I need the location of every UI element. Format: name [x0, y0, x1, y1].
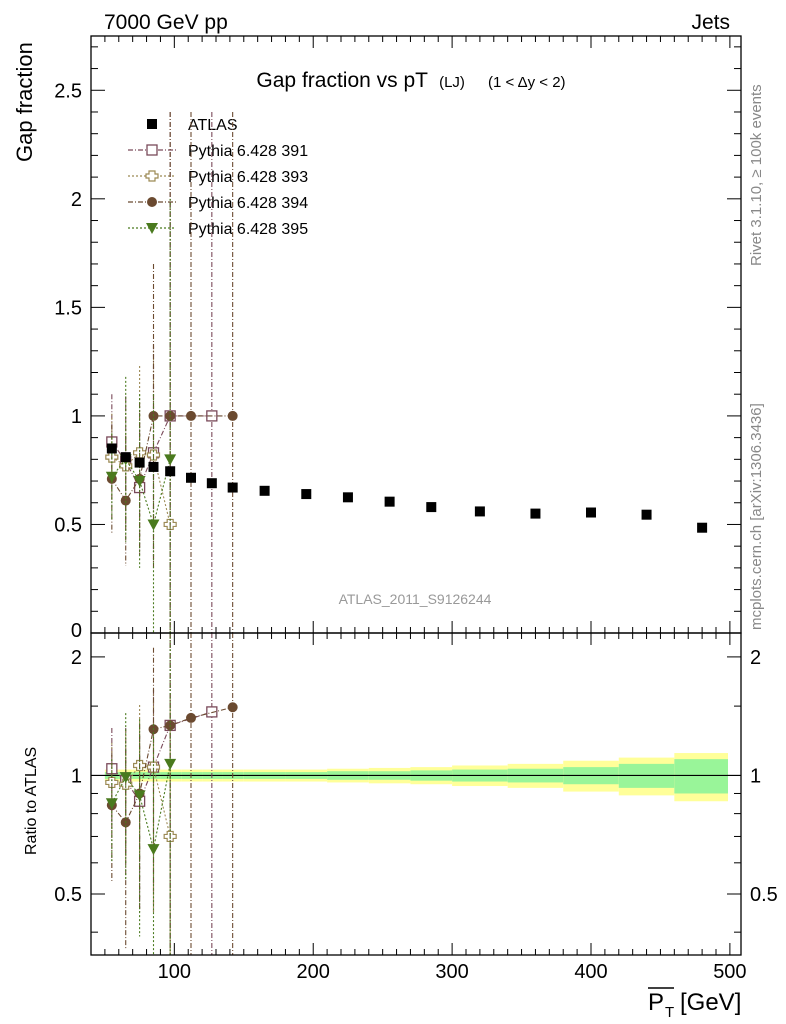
ratio-data-point — [133, 790, 146, 802]
ratio-series-2 — [106, 633, 238, 955]
main-plot-area — [105, 111, 708, 633]
atlas-data-point — [384, 496, 395, 507]
atlas-data-point — [165, 466, 176, 477]
ratio-data-point — [206, 706, 218, 718]
legend-entry-atlas: ATLAS — [147, 117, 238, 134]
mcplots-label: mcplots.cern.ch [arXiv:1306.3436] — [748, 403, 765, 630]
ratio-y-tick-label-right: 1 — [750, 765, 761, 787]
legend-label-395: Pythia 6.428 395 — [188, 221, 308, 238]
main-y-tick-label-zero: 0 — [71, 620, 82, 642]
atlas-data-point — [641, 509, 652, 520]
x-tick-label: 400 — [574, 961, 607, 983]
atlas-data-point — [474, 506, 485, 517]
ratio-data-point — [186, 712, 196, 723]
atlas-data-point — [301, 489, 312, 500]
ratio-plot-frame — [90, 632, 742, 956]
atlas-data-point — [259, 485, 270, 496]
legend-marker-atlas — [147, 119, 157, 129]
main-series-line — [111, 452, 171, 525]
legend-marker-394 — [147, 197, 157, 207]
ratio-y-axis-title: Ratio to ATLAS — [23, 747, 40, 855]
atlas-data-point — [134, 457, 145, 468]
ratio-series-0 — [106, 633, 218, 955]
atlas-data-point — [342, 492, 353, 503]
main-y-tick-label: 2.5 — [54, 80, 82, 102]
main-series-0 — [106, 111, 218, 633]
main-data-point — [120, 495, 131, 506]
header-beam-label: 7000 GeV pp — [104, 11, 228, 34]
ratio-y-tick-label: 2 — [71, 647, 82, 669]
main-series-2 — [106, 111, 238, 633]
atlas-data-point — [186, 472, 196, 483]
ratio-series-3 — [105, 633, 177, 955]
legend-marker-391 — [146, 144, 158, 156]
legend-label-394: Pythia 6.428 394 — [188, 195, 308, 212]
atlas-data-point — [426, 502, 437, 513]
atlas-data-point — [530, 508, 541, 519]
ratio-data-point — [164, 758, 177, 770]
atlas-data-point — [206, 478, 217, 489]
atlas-data-series — [106, 443, 708, 533]
atlas-data-point — [148, 461, 159, 472]
x-axis-title: P T [GeV] — [648, 987, 741, 1021]
main-y-tick-label: 1 — [71, 406, 82, 428]
atlas-data-point — [586, 507, 596, 518]
main-data-point — [186, 410, 196, 421]
legend-entry-393: Pythia 6.428 393 — [128, 169, 308, 186]
ratio-y-tick-label: 1 — [71, 765, 82, 787]
legend-label-atlas: ATLAS — [188, 117, 238, 134]
ratio-data-point — [105, 776, 119, 789]
main-y-tick-label: 0.5 — [54, 514, 82, 536]
ratio-y-tick-label: 0.5 — [54, 884, 82, 906]
ratio-y-tick-label-right: 2 — [750, 647, 761, 669]
x-tick-label: 300 — [435, 961, 468, 983]
main-data-point — [227, 410, 238, 421]
header-category-label: Jets — [691, 11, 730, 34]
legend-entry-394: Pythia 6.428 394 — [128, 195, 308, 212]
legend-marker-393 — [145, 170, 159, 182]
main-y-tick-label: 2 — [71, 189, 82, 211]
plot-title-range: (1 < Δy < 2) — [488, 74, 566, 91]
ratio-band-inner — [674, 759, 728, 794]
atlas-data-point — [106, 443, 117, 454]
x-axis-title-subscript: T — [665, 1004, 674, 1021]
ratio-plot-area — [91, 633, 741, 955]
legend-label-391: Pythia 6.428 391 — [188, 143, 308, 160]
legend: ATLAS Pythia 6.428 391 Pythia 6.428 393 … — [128, 117, 308, 238]
ratio-data-point — [227, 702, 238, 713]
ratio-data-point — [105, 798, 118, 810]
analysis-watermark: ATLAS_2011_S9126244 — [339, 591, 492, 607]
main-data-point — [147, 519, 160, 531]
legend-marker-395 — [146, 223, 158, 234]
legend-entry-391: Pythia 6.428 391 — [128, 143, 308, 160]
ratio-y-tick-label-right: 0.5 — [750, 884, 778, 906]
atlas-data-point — [227, 482, 238, 493]
main-series-line — [111, 415, 212, 489]
rivet-version-label: Rivet 3.1.10, ≥ 100k events — [748, 84, 765, 266]
x-tick-label: 500 — [713, 961, 746, 983]
plot-title: Gap fraction vs pT (LJ) (1 < Δy < 2) — [256, 69, 565, 92]
plot-title-subscript: (LJ) — [439, 74, 465, 91]
main-y-axis-title: Gap fraction — [12, 42, 37, 162]
ratio-data-point — [119, 772, 132, 784]
ratio-data-point — [147, 844, 160, 856]
main-data-point — [164, 454, 177, 466]
x-tick-label: 100 — [158, 961, 191, 983]
legend-label-393: Pythia 6.428 393 — [188, 169, 308, 186]
atlas-data-point — [120, 452, 131, 463]
plot-title-main: Gap fraction vs pT — [256, 69, 428, 92]
x-axis-title-symbol: P — [648, 989, 664, 1016]
ratio-data-point — [146, 761, 161, 773]
x-tick-label: 200 — [297, 961, 330, 983]
legend-entry-395: Pythia 6.428 395 — [128, 221, 308, 238]
main-data-point — [105, 471, 118, 483]
main-y-tick-label: 1.5 — [54, 297, 82, 319]
x-axis-title-unit: [GeV] — [680, 989, 741, 1016]
atlas-data-point — [697, 522, 708, 533]
main-data-point — [133, 476, 146, 488]
